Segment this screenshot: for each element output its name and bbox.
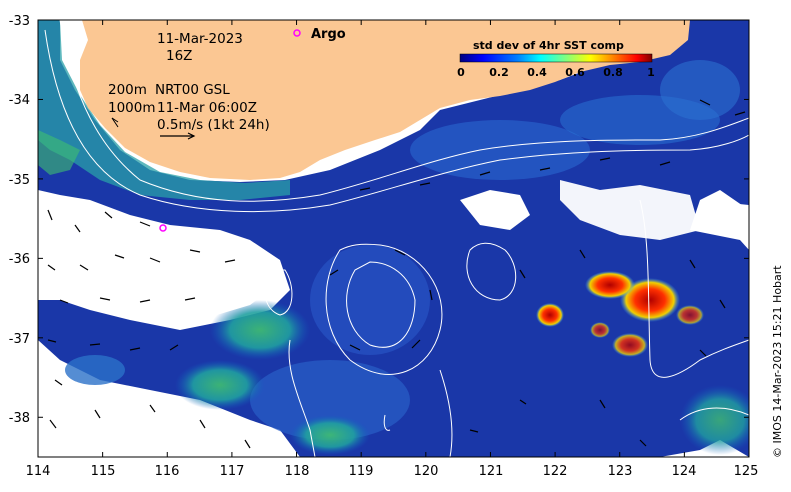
hour-label: 16Z: [166, 48, 192, 64]
colorbar-gradient: [459, 53, 653, 63]
argo-legend-marker: [293, 29, 301, 37]
x-tick-label: 124: [672, 464, 697, 479]
nrt-time-label: 11-Mar 06:00Z: [157, 100, 257, 116]
x-axis: 114 115 116 117 118 119 120 121 122 123 …: [26, 464, 759, 479]
y-tick-label: -38: [9, 411, 30, 426]
x-tick-label: 120: [414, 464, 439, 479]
colorbar-tick: 1: [647, 66, 655, 79]
nrt-source-label: NRT00 GSL: [155, 82, 230, 98]
x-tick-label: 114: [26, 464, 51, 479]
colorbar-tick: 0.6: [565, 66, 585, 79]
colorbar-tick: 0.4: [527, 66, 547, 79]
x-tick-label: 121: [479, 464, 504, 479]
date-label: 11-Mar-2023: [157, 31, 243, 47]
y-tick-label: -33: [9, 14, 30, 29]
colorbar-title: std dev of 4hr SST comp: [473, 39, 624, 52]
y-tick-label: -34: [9, 93, 30, 108]
argo-legend-label: Argo: [311, 27, 346, 42]
plot-area: [38, 20, 749, 457]
x-tick-label: 122: [543, 464, 568, 479]
colorbar-tick: 0.8: [603, 66, 623, 79]
colorbar-tick: 0: [457, 66, 465, 79]
x-tick-label: 115: [91, 464, 116, 479]
x-tick-label: 116: [155, 464, 180, 479]
y-tick-label: -36: [9, 252, 30, 267]
x-tick-label: 118: [285, 464, 310, 479]
x-tick-label: 117: [220, 464, 245, 479]
contour-lines: [44, 20, 749, 457]
scale-vector-arrow: [160, 132, 196, 140]
x-tick-label: 119: [349, 464, 374, 479]
colorbar: std dev of 4hr SST comp 0 0.2 0.4 0.6 0.…: [457, 39, 655, 79]
x-tick-label: 123: [608, 464, 633, 479]
scale-vector-label: 0.5m/s (1kt 24h): [157, 117, 270, 133]
coastal-band: [38, 20, 290, 200]
scale-bracket: [111, 117, 119, 128]
x-tick-label: 125: [734, 464, 759, 479]
credit-text: © IMOS 14-Mar-2023 15:21 Hobart: [771, 265, 784, 458]
colorbar-tick: 0.2: [489, 66, 509, 79]
contour-legend-200m: 200m: [108, 82, 147, 98]
argo-marker: [159, 224, 167, 232]
plot-frame: [37, 19, 750, 458]
y-axis: -33 -34 -35 -36 -37 -38: [9, 14, 30, 426]
current-vectors: [47, 99, 746, 449]
y-tick-label: -35: [9, 173, 30, 188]
y-tick-label: -37: [9, 332, 30, 347]
axis-ticks: [37, 19, 750, 457]
contour-legend-1000m: 1000m: [108, 100, 156, 116]
